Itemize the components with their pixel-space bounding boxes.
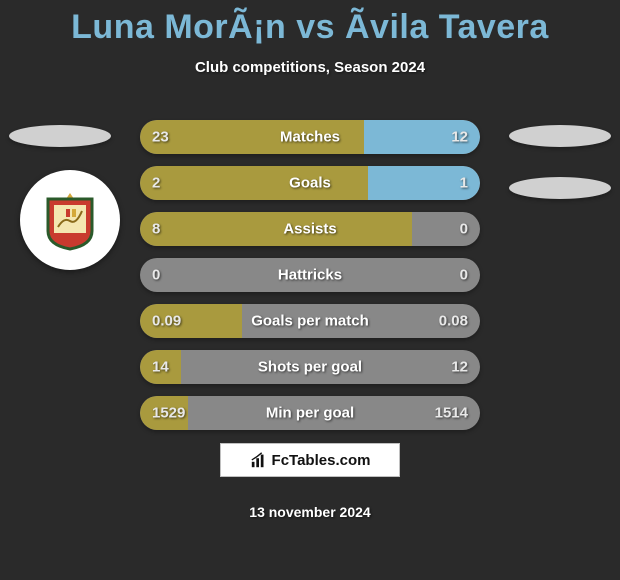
player-left-ellipse [9,125,111,147]
brand-label: FcTables.com [272,452,371,469]
stat-row: 1529Min per goal1514 [140,396,480,430]
stat-value-right: 0 [460,267,468,284]
stat-label: Min per goal [140,405,480,422]
club-badge [20,170,120,270]
stat-label: Goals per match [140,313,480,330]
stat-value-right: 12 [451,359,468,376]
stat-value-right: 0 [460,221,468,238]
club-shield-icon [44,189,96,251]
stat-row: 23Matches12 [140,120,480,154]
stat-row: 2Goals1 [140,166,480,200]
player-right-ellipse-1 [509,125,611,147]
stats-panel: 23Matches122Goals18Assists00Hattricks00.… [140,120,480,442]
stat-value-right: 0.08 [439,313,468,330]
stat-value-right: 1514 [435,405,468,422]
stat-value-right: 1 [460,175,468,192]
stat-value-right: 12 [451,129,468,146]
stat-label: Shots per goal [140,359,480,376]
stat-row: 0Hattricks0 [140,258,480,292]
subtitle: Club competitions, Season 2024 [0,59,620,76]
chart-icon [250,451,268,469]
brand-box[interactable]: FcTables.com [220,443,400,477]
date-label: 13 november 2024 [0,504,620,520]
page-title: Luna MorÃ¡n vs Ãvila Tavera [0,0,620,47]
stat-label: Hattricks [140,267,480,284]
stat-row: 14Shots per goal12 [140,350,480,384]
stat-label: Goals [140,175,480,192]
stat-row: 8Assists0 [140,212,480,246]
stat-label: Matches [140,129,480,146]
stat-label: Assists [140,221,480,238]
player-right-ellipse-2 [509,177,611,199]
stat-row: 0.09Goals per match0.08 [140,304,480,338]
